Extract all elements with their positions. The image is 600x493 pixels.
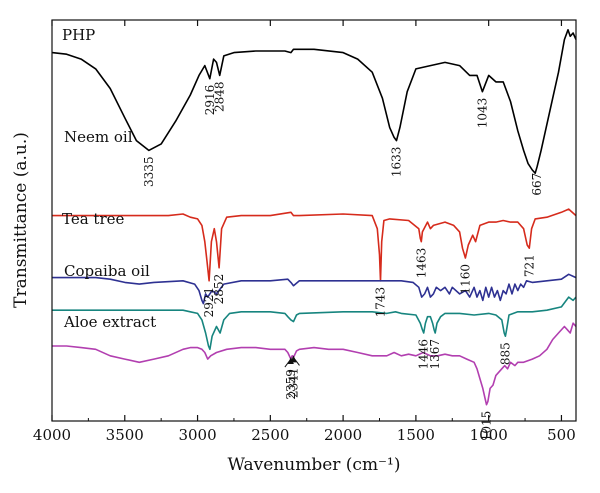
x-tick-label-4000: 4000 — [33, 426, 71, 444]
series-label-php: PHP — [62, 26, 95, 44]
peak-label-2848: 2848 — [213, 81, 227, 112]
x-tick-label-2000: 2000 — [324, 426, 362, 444]
series-line-tea-tree — [52, 273, 577, 305]
peak-label-2921: 2921 — [202, 287, 216, 318]
x-tick-label-1500: 1500 — [397, 426, 435, 444]
peak-label-1446: 1446 — [417, 339, 431, 370]
series-label-neem-oil: Neem oil — [64, 128, 133, 146]
peak-label-1043: 1043 — [475, 98, 489, 129]
x-tick-label-1000: 1000 — [470, 426, 508, 444]
x-axis: 4000 3500 3000 2500 2000 1500 1000 500 — [33, 20, 576, 444]
peak-label-2359: 2359 — [284, 369, 298, 400]
x-tick-label-3500: 3500 — [106, 426, 144, 444]
peak-label-3335: 3335 — [142, 156, 156, 187]
peak-label-2341: 2341 — [286, 367, 300, 398]
peak-label-1015: 1015 — [479, 411, 493, 442]
peak-label-1633: 1633 — [390, 147, 404, 178]
peak-label-2916: 2916 — [203, 85, 217, 116]
series-line-neem-oil — [52, 208, 577, 282]
peak-label-1160: 1160 — [458, 264, 472, 295]
y-axis-title: Transmittance (a.u.) — [11, 132, 31, 308]
series-line-copaiba-oil — [52, 296, 577, 351]
peak-label-2852: 2852 — [212, 274, 226, 305]
x-tick-label-2500: 2500 — [251, 426, 289, 444]
x-tick-label-500: 500 — [547, 426, 576, 444]
peak-label-1743: 1743 — [374, 287, 388, 318]
peak-label-1367: 1367 — [428, 339, 442, 370]
series-label-tea-tree: Tea tree — [62, 210, 125, 228]
x-axis-title: Wavenumber (cm⁻¹) — [228, 455, 401, 475]
series-line-php — [51, 29, 577, 174]
peak-label-667: 667 — [530, 173, 544, 196]
peak-label-1463: 1463 — [414, 248, 428, 279]
series-label-copaiba-oil: Copaiba oil — [64, 262, 150, 280]
series-layer: PHP Neem oil Tea tree Copaiba oil Aloe extra… — [51, 26, 577, 406]
series-label-aloe-extract: Aloe extract — [63, 313, 156, 331]
peak-label-885: 885 — [498, 342, 512, 365]
plot-frame — [51, 19, 577, 422]
peak-label-721: 721 — [522, 254, 536, 277]
series-line-aloe-extract — [52, 322, 577, 406]
x-tick-label-3000: 3000 — [178, 426, 216, 444]
peak-arrowhead-2341 — [290, 355, 297, 363]
